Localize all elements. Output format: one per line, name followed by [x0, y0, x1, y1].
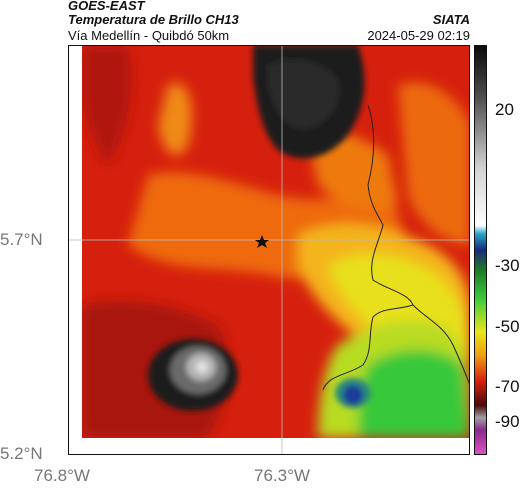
satellite-name: GOES-EAST [68, 0, 145, 13]
lon-label-76-3: 76.3°W [254, 466, 310, 485]
product-title: Temperatura de Brillo CH13 [68, 12, 239, 27]
colorbar-tick-neg30: -30 [495, 256, 520, 275]
lat-label-5-7: 5.7°N [0, 230, 43, 249]
map-frame [68, 45, 470, 455]
department-border-east [412, 304, 470, 386]
lat-label-5-2: 5.2°N [0, 444, 43, 463]
colorbar-tick-20: 20 [495, 100, 514, 119]
colorbar [474, 45, 487, 455]
colorbar-tick-neg50: -50 [495, 317, 520, 336]
timestamp: 2024-05-29 02:19 [367, 28, 470, 43]
map-subtitle: Vía Medellín - Quibdó 50km [68, 28, 230, 43]
satellite-map[interactable] [68, 45, 470, 455]
organization-label: SIATA [432, 12, 470, 27]
star-icon [255, 235, 269, 248]
colorbar-tick-neg90: -90 [495, 412, 520, 431]
department-border [367, 104, 414, 306]
brightness-temperature-field [82, 45, 470, 438]
lon-label-76-8: 76.8°W [34, 466, 90, 485]
municipal-border [322, 304, 414, 391]
colorbar-tick-neg70: -70 [495, 377, 520, 396]
